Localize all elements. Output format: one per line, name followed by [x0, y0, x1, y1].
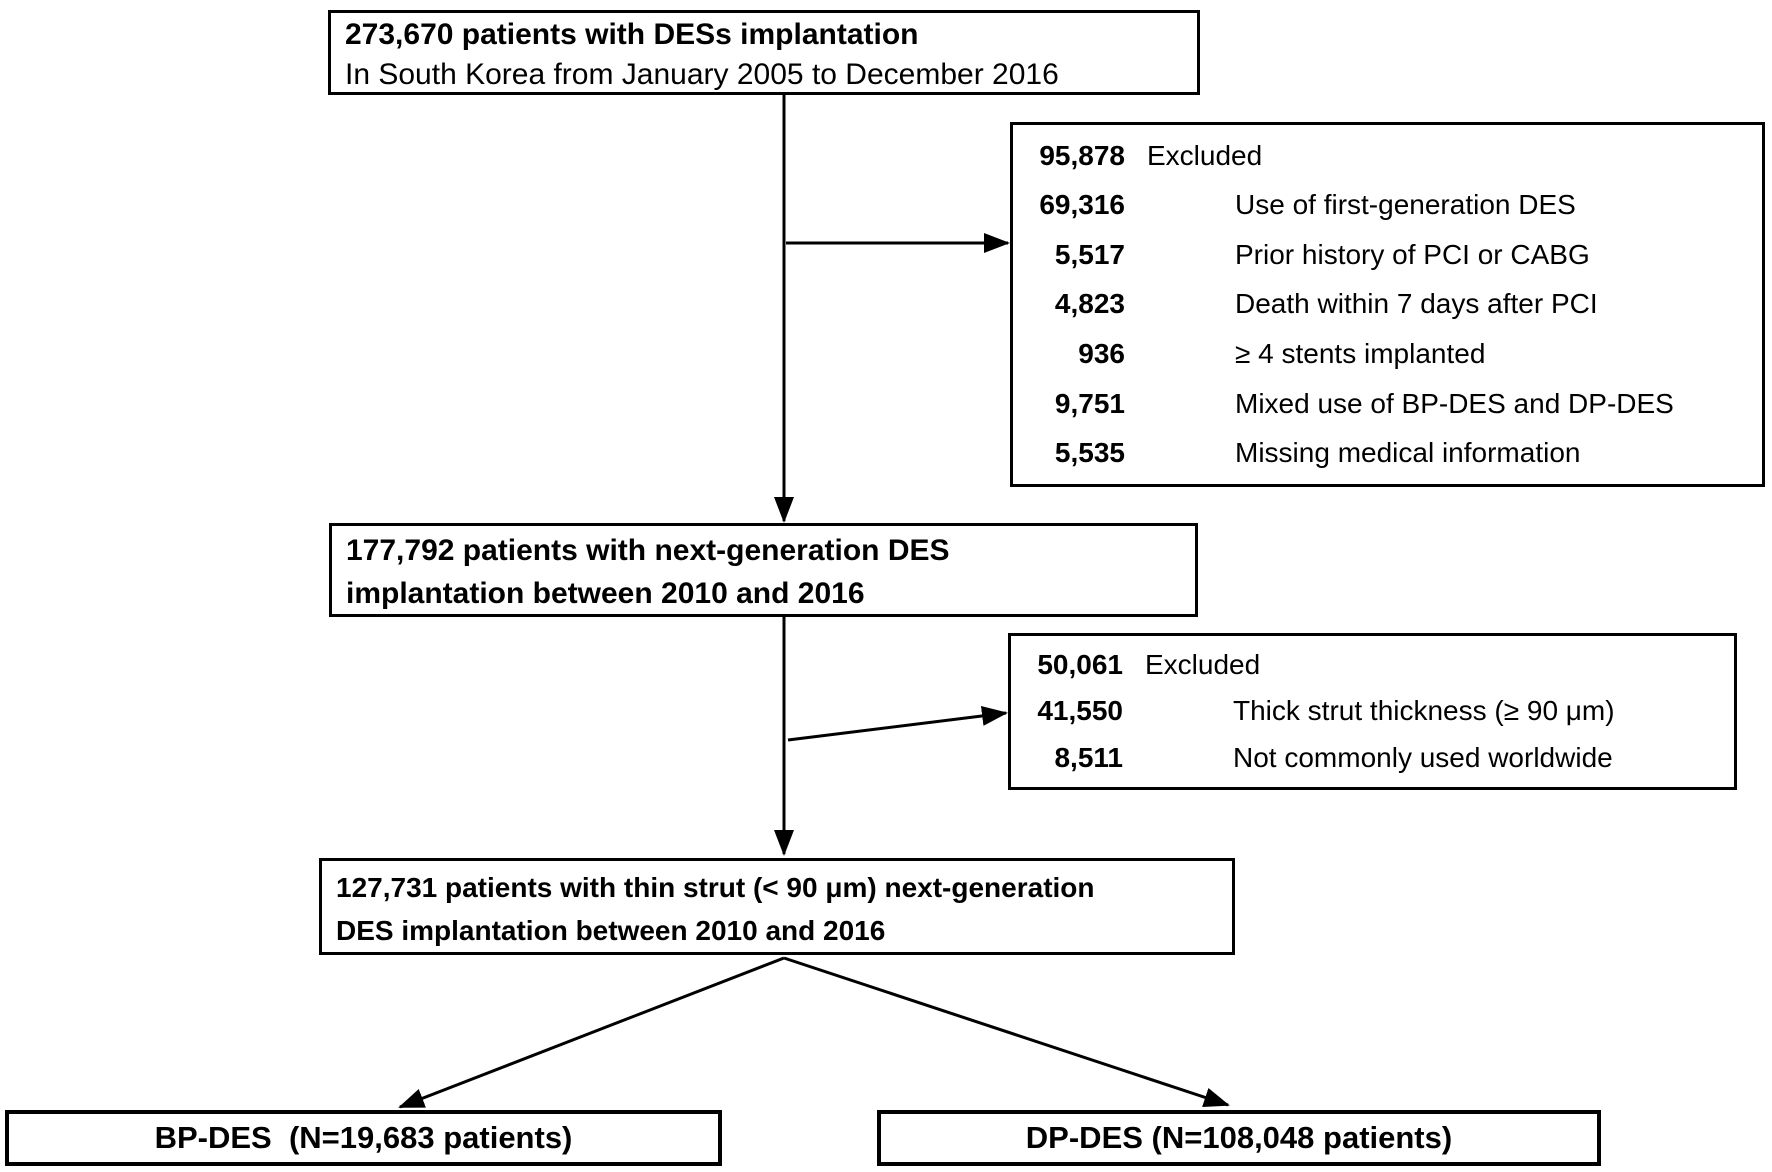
next-generation-line1: 177,792 patients with next-generation DE… [346, 534, 950, 567]
exclusion-box-1: 95,878 Excluded 69,316 Use of first-gene… [1010, 122, 1765, 487]
exclusion-item-row: 5,535 Missing medical information [1013, 436, 1762, 470]
exclusion-count: 5,535 [1054, 437, 1125, 469]
exclusion-count: 8,511 [1054, 741, 1123, 773]
exclusion-reason: Death within 7 days after PCI [1235, 288, 1598, 320]
exclusion-count: 4,823 [1054, 288, 1125, 320]
exclusion-reason: Mixed use of BP-DES and DP-DES [1235, 387, 1674, 419]
exclusion-reason: Missing medical information [1235, 437, 1581, 469]
thin-strut-box: 127,731 patients with thin strut (< 90 μ… [319, 858, 1235, 955]
exclusion-total-row: 95,878 Excluded [1013, 139, 1762, 173]
exclusion-item-row: 5,517 Prior history of PCI or CABG [1013, 238, 1762, 272]
exclusion-reason: ≥ 4 stents implanted [1235, 338, 1486, 370]
exclusion-count: 936 [1078, 338, 1125, 370]
exclusion-count: 41,550 [1037, 695, 1123, 727]
enrollment-line1: 273,670 patients with DESs implantation [345, 18, 919, 51]
exclusion-count: 5,517 [1054, 238, 1125, 270]
enrollment-box: 273,670 patients with DESs implantation … [328, 10, 1200, 95]
exclusion-box-2: 50,061 Excluded 41,550 Thick strut thick… [1008, 633, 1737, 790]
bp-des-label: BP-DES (N=19,683 patients) [154, 1120, 573, 1155]
exclusion-count: 9,751 [1054, 387, 1125, 419]
exclusion-total-row: 50,061 Excluded [1011, 648, 1734, 682]
excluded-count: 95,878 [1039, 139, 1125, 171]
next-generation-box: 177,792 patients with next-generation DE… [329, 523, 1198, 617]
dp-des-label: DP-DES (N=108,048 patients) [1025, 1120, 1453, 1155]
exclusion-item-row: 41,550 Thick strut thickness (≥ 90 μm) [1011, 694, 1734, 728]
bp-des-box: BP-DES (N=19,683 patients) [5, 1110, 722, 1166]
exclusion-reason: Thick strut thickness (≥ 90 μm) [1233, 695, 1615, 727]
excluded-label: Excluded [1145, 649, 1261, 681]
thin-strut-line1: 127,731 patients with thin strut (< 90 μ… [336, 872, 1095, 903]
exclusion-reason: Use of first-generation DES [1235, 189, 1576, 221]
exclusion-item-row: 936 ≥ 4 stents implanted [1013, 337, 1762, 371]
next-generation-line2: implantation between 2010 and 2016 [346, 577, 865, 610]
enrollment-line2: In South Korea from January 2005 to Dece… [345, 58, 1059, 91]
arrow-branch-to-excluded-2 [787, 706, 1008, 742]
exclusion-count: 69,316 [1039, 189, 1125, 221]
exclusion-reason: Not commonly used worldwide [1233, 741, 1613, 773]
thin-strut-line2: DES implantation between 2010 and 2016 [336, 915, 886, 946]
dp-des-box: DP-DES (N=108,048 patients) [877, 1110, 1601, 1166]
exclusion-item-row: 4,823 Death within 7 days after PCI [1013, 287, 1762, 321]
excluded-count: 50,061 [1037, 649, 1123, 681]
arrow-fork-right-dp [783, 956, 1230, 1107]
exclusion-item-row: 69,316 Use of first-generation DES [1013, 188, 1762, 222]
exclusion-reason: Prior history of PCI or CABG [1235, 238, 1590, 270]
exclusion-item-row: 9,751 Mixed use of BP-DES and DP-DES [1013, 387, 1762, 421]
excluded-label: Excluded [1147, 139, 1263, 171]
arrow-fork-left-bp [398, 956, 785, 1109]
exclusion-item-row: 8,511 Not commonly used worldwide [1011, 741, 1734, 775]
